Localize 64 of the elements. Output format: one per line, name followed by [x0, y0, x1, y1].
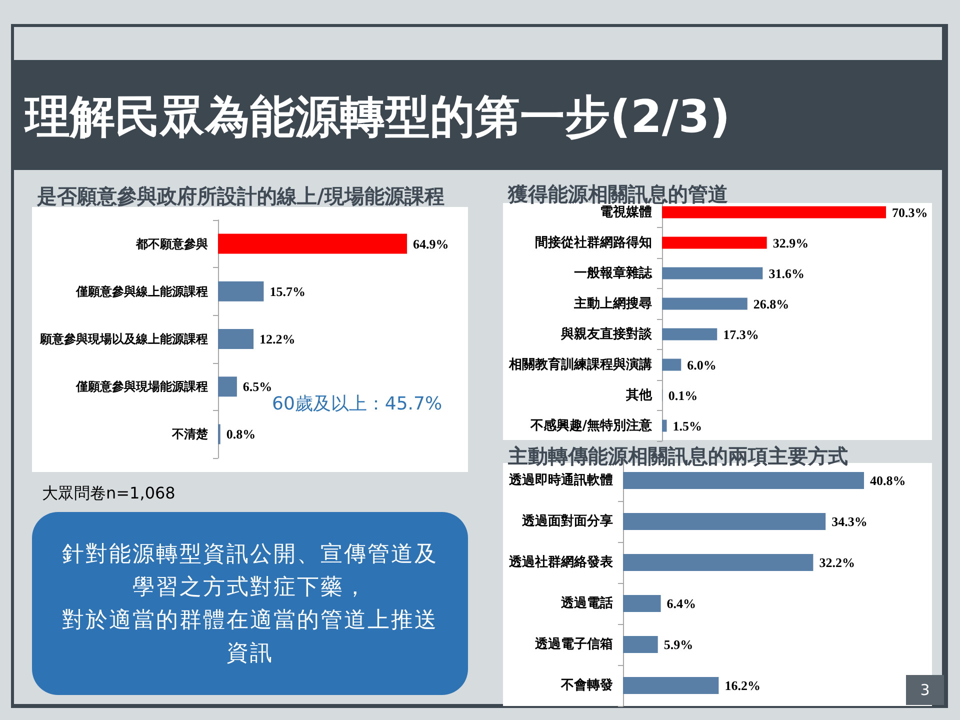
data-label: 64.9% [413, 236, 449, 252]
data-label: 6.4% [666, 596, 696, 611]
bar [662, 236, 767, 249]
data-label: 6.0% [687, 357, 716, 372]
text: 針對能源轉型資訊公開、宣傳管道及學習之方式對症下藥， [61, 540, 439, 602]
data-label: 0.8% [226, 426, 256, 442]
bar [662, 420, 667, 432]
y-tick-label: 願意參與現場以及線上能源課程 [39, 332, 208, 346]
y-tick-label: 主動上網搜尋 [573, 295, 652, 312]
y-tick-label: 間接從社群網路得知 [535, 234, 652, 250]
data-label: 40.8% [870, 473, 906, 488]
text: 理解民眾為能源轉型的第一步(2/3) [25, 89, 730, 145]
data-label: 12.2% [260, 332, 296, 346]
bar [623, 595, 661, 612]
bar [218, 234, 407, 254]
y-tick-label: 透過面對面分享 [521, 513, 613, 529]
chart-title: 主動轉傳能源相關訊息的兩項主要方式 [507, 444, 848, 468]
y-tick-label: 一般報章雜誌 [574, 264, 653, 281]
data-label: 32.9% [772, 235, 809, 250]
bar [218, 329, 254, 349]
annotation: 60歲及以上：45.7% [272, 394, 442, 414]
bar [623, 677, 719, 694]
y-tick-label: 僅願意參與線上能源課程 [75, 284, 208, 298]
y-tick-label: 透過電子信箱 [534, 636, 613, 652]
bar [623, 554, 814, 571]
bar [623, 636, 658, 653]
y-tick-label: 透過即時通訊軟體 [508, 472, 613, 488]
data-label: 34.3% [832, 514, 868, 529]
y-tick-label: 其他 [625, 388, 653, 403]
y-tick-label: 不感興趣/無特別注意 [529, 417, 653, 434]
y-tick-label: 透過電話 [560, 595, 613, 611]
text: 大眾問卷n=1,068 [42, 484, 176, 502]
data-label: 16.2% [724, 678, 760, 693]
y-tick-label: 相關教育訓練課程與演講 [508, 356, 652, 372]
data-label: 70.3% [892, 204, 928, 220]
bar [662, 267, 763, 280]
y-tick-label: 僅願意參與現場能源課程 [75, 380, 208, 394]
bar [662, 298, 748, 310]
data-label: 6.5% [242, 379, 272, 394]
bar [623, 513, 826, 530]
text: 對於適當的群體在適當的管道上推送資訊 [61, 606, 439, 668]
bar [662, 358, 682, 371]
bar [662, 206, 886, 218]
data-label: 17.3% [723, 326, 759, 342]
y-tick-label: 透過社群網絡發表 [508, 554, 614, 570]
chart-title: 是否願意參與政府所設計的線上/現場能源課程 [36, 184, 444, 208]
data-label: 5.9% [664, 637, 694, 652]
data-label: 15.7% [270, 284, 306, 299]
y-tick-label: 都不願意參與 [135, 236, 208, 251]
bar [218, 376, 237, 397]
y-tick-label: 電視媒體 [600, 204, 652, 220]
y-tick-label: 不會轉發 [560, 677, 613, 693]
data-label: 1.5% [672, 418, 702, 434]
chart-title: 獲得能源相關訊息的管道 [507, 182, 728, 206]
text: 3 [906, 675, 944, 705]
data-label: 26.8% [753, 296, 790, 312]
data-label: 0.1% [668, 388, 698, 403]
data-label: 32.2% [819, 555, 855, 570]
bar [623, 472, 864, 489]
y-tick-label: 不清楚 [171, 427, 209, 442]
y-tick-label: 與親友直接對談 [560, 326, 653, 342]
bar [662, 328, 718, 340]
bar [218, 281, 264, 302]
data-label: 31.6% [768, 266, 804, 281]
